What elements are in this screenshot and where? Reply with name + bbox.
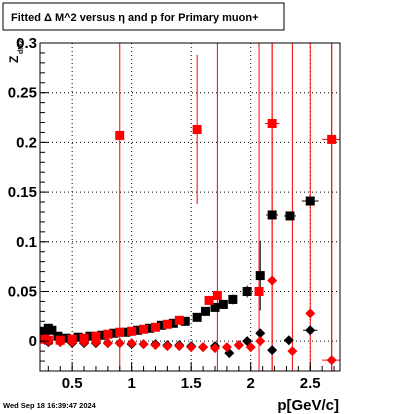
- data-point-square: [145, 323, 155, 333]
- data-point-square: [210, 302, 220, 312]
- data-point-square: [40, 334, 50, 344]
- data-point-diamond: [150, 340, 161, 351]
- x-tick-label: 1.5: [181, 375, 202, 392]
- data-point-square: [212, 290, 222, 300]
- data-point-diamond: [67, 337, 78, 348]
- chart-title: Fitted Δ M^2 versus η and p for Primary …: [11, 12, 259, 24]
- data-point-diamond: [90, 337, 101, 348]
- timestamp: Wed Sep 18 16:39:47 2024: [3, 401, 97, 410]
- x-axis-title: p[GeV/c]: [277, 397, 339, 414]
- data-point-diamond: [305, 308, 316, 319]
- data-point-diamond: [287, 346, 298, 357]
- data-point-diamond: [162, 341, 173, 352]
- data-point-square: [109, 328, 119, 338]
- data-point-square: [228, 294, 238, 304]
- data-point-square: [254, 286, 264, 296]
- y-tick-label: 0.25: [8, 85, 37, 102]
- data-point-square: [192, 312, 202, 322]
- y-axis-title-sub: dM2: [18, 40, 25, 54]
- data-point-diamond: [138, 339, 149, 350]
- title-frame: [2, 2, 285, 31]
- data-point-square: [255, 271, 265, 281]
- x-tick-label: 2.5: [300, 375, 321, 392]
- y-tick-label: 0: [29, 333, 37, 350]
- data-point-square: [133, 325, 143, 335]
- data-point-diamond: [79, 337, 90, 348]
- data-point-square: [61, 333, 71, 343]
- data-point-diamond: [283, 335, 294, 346]
- title-box: Fitted Δ M^2 versus η and p for Primary …: [2, 2, 285, 31]
- data-point-square: [305, 196, 315, 206]
- data-point-diamond: [245, 342, 256, 353]
- x-tick-label: 1: [127, 375, 135, 392]
- data-point-diamond: [210, 343, 220, 354]
- data-point-square: [267, 119, 277, 129]
- data-point-square: [115, 327, 125, 337]
- axis-ticks: [40, 42, 335, 372]
- data-point-square: [180, 316, 190, 326]
- y-tick-label: 0.3: [16, 35, 37, 52]
- data-point-square: [218, 299, 228, 309]
- data-point-diamond: [102, 338, 113, 349]
- data-point-diamond: [255, 328, 266, 339]
- data-point-square: [47, 325, 57, 335]
- data-point-square: [200, 306, 210, 316]
- data-point-diamond: [114, 338, 125, 349]
- data-point-diamond: [267, 275, 278, 286]
- x-tick-label: 2: [247, 375, 255, 392]
- y-axis-title-main: Z: [7, 56, 21, 63]
- data-point-square: [168, 318, 178, 328]
- y-tick-label: 0.1: [16, 234, 37, 251]
- data-point-diamond: [255, 336, 266, 347]
- data-point-square: [327, 134, 337, 144]
- y-tick-label: 0.05: [8, 283, 37, 300]
- data-point-square: [204, 295, 214, 305]
- y-tick-label: 0.2: [16, 134, 37, 151]
- data-point-square: [139, 324, 149, 334]
- data-point-square: [85, 331, 95, 341]
- data-point-square: [162, 319, 172, 329]
- data-point-diamond: [267, 345, 278, 356]
- data-point-square: [121, 327, 131, 337]
- data-point-diamond: [233, 340, 244, 351]
- data-point-square: [174, 315, 184, 325]
- data-markers: [40, 119, 337, 366]
- y-axis-title: Z dM2: [7, 40, 25, 63]
- data-point-square: [97, 330, 107, 340]
- data-point-diamond: [174, 341, 185, 352]
- data-point-diamond: [326, 355, 337, 366]
- data-point-diamond: [305, 325, 316, 336]
- plot-frame: [39, 42, 341, 372]
- data-point-square: [267, 210, 277, 220]
- data-point-square: [91, 331, 101, 341]
- data-point-square: [156, 320, 166, 330]
- data-point-diamond: [126, 338, 137, 349]
- data-point-square: [285, 211, 295, 221]
- data-point-diamond: [55, 337, 66, 348]
- data-point-square: [127, 326, 137, 336]
- data-point-square: [150, 322, 160, 332]
- plot-area: [40, 43, 340, 371]
- data-point-square: [103, 329, 113, 339]
- data-point-diamond: [221, 342, 232, 353]
- data-point-square: [73, 332, 83, 342]
- data-point-diamond: [198, 342, 209, 353]
- data-point-square: [115, 130, 125, 140]
- y-tick-label: 0.15: [8, 184, 37, 201]
- data-point-square: [192, 124, 202, 134]
- data-point-square: [242, 286, 252, 296]
- data-point-diamond: [186, 342, 197, 353]
- tick-labels: 0.5 1 1.5 2 2.5 0 0.05 0.1 0.15 0.2 0.25 0.3: [8, 35, 321, 392]
- x-tick-label: 0.5: [62, 375, 83, 392]
